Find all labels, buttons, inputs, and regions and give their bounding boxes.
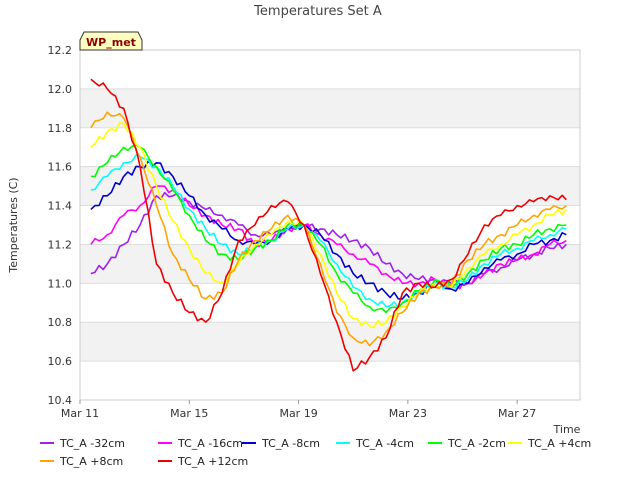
grid-band bbox=[80, 322, 580, 362]
legend-item: TC_A -16cm bbox=[177, 437, 243, 450]
x-tick-label: Mar 15 bbox=[170, 407, 208, 420]
y-tick-label: 11.4 bbox=[48, 200, 73, 213]
legend-item: TC_A -4cm bbox=[355, 437, 414, 450]
y-tick-label: 10.8 bbox=[48, 316, 73, 329]
x-axis-title: Time bbox=[553, 423, 581, 436]
series-line-tc-a-16cm bbox=[90, 185, 567, 290]
x-tick-label: Mar 23 bbox=[389, 407, 427, 420]
legend-item: TC_A +12cm bbox=[177, 455, 248, 468]
legend-item: TC_A -8cm bbox=[261, 437, 320, 450]
x-tick-label: Mar 11 bbox=[61, 407, 99, 420]
station-badge bbox=[79, 31, 143, 51]
series-line-tc-a-12cm bbox=[90, 78, 567, 372]
plot-frame bbox=[79, 49, 581, 401]
station-badge-label: WP_met bbox=[86, 36, 136, 49]
y-tick-label: 11.8 bbox=[48, 122, 73, 135]
legend-item: TC_A -32cm bbox=[59, 437, 125, 450]
series-line-tc-a-4cm bbox=[90, 121, 567, 329]
x-tick-label: Mar 19 bbox=[279, 407, 317, 420]
y-tick-label: 10.4 bbox=[48, 394, 73, 407]
y-axis-title: Temperatures (C) bbox=[7, 177, 20, 273]
series-line-tc-a-4cm bbox=[90, 154, 567, 308]
legend-item: TC_A +8cm bbox=[59, 455, 123, 468]
series-line-tc-a-32cm bbox=[90, 191, 567, 287]
x-tick-label: Mar 27 bbox=[498, 407, 536, 420]
chart-title: Temperatures Set A bbox=[253, 4, 382, 19]
legend-item: TC_A +4cm bbox=[527, 437, 591, 450]
y-tick-label: 12.2 bbox=[48, 44, 73, 57]
y-tick-label: 12.0 bbox=[48, 83, 73, 96]
y-tick-label: 11.2 bbox=[48, 238, 73, 251]
series-line-tc-a-8cm bbox=[90, 160, 567, 300]
series-line-tc-a-2cm bbox=[90, 144, 567, 314]
grid-band bbox=[80, 88, 580, 128]
y-tick-label: 10.6 bbox=[48, 355, 73, 368]
y-tick-label: 11.0 bbox=[48, 277, 73, 290]
series-line-tc-a-8cm bbox=[90, 111, 567, 347]
legend-item: TC_A -2cm bbox=[447, 437, 506, 450]
y-tick-label: 11.6 bbox=[48, 161, 73, 174]
